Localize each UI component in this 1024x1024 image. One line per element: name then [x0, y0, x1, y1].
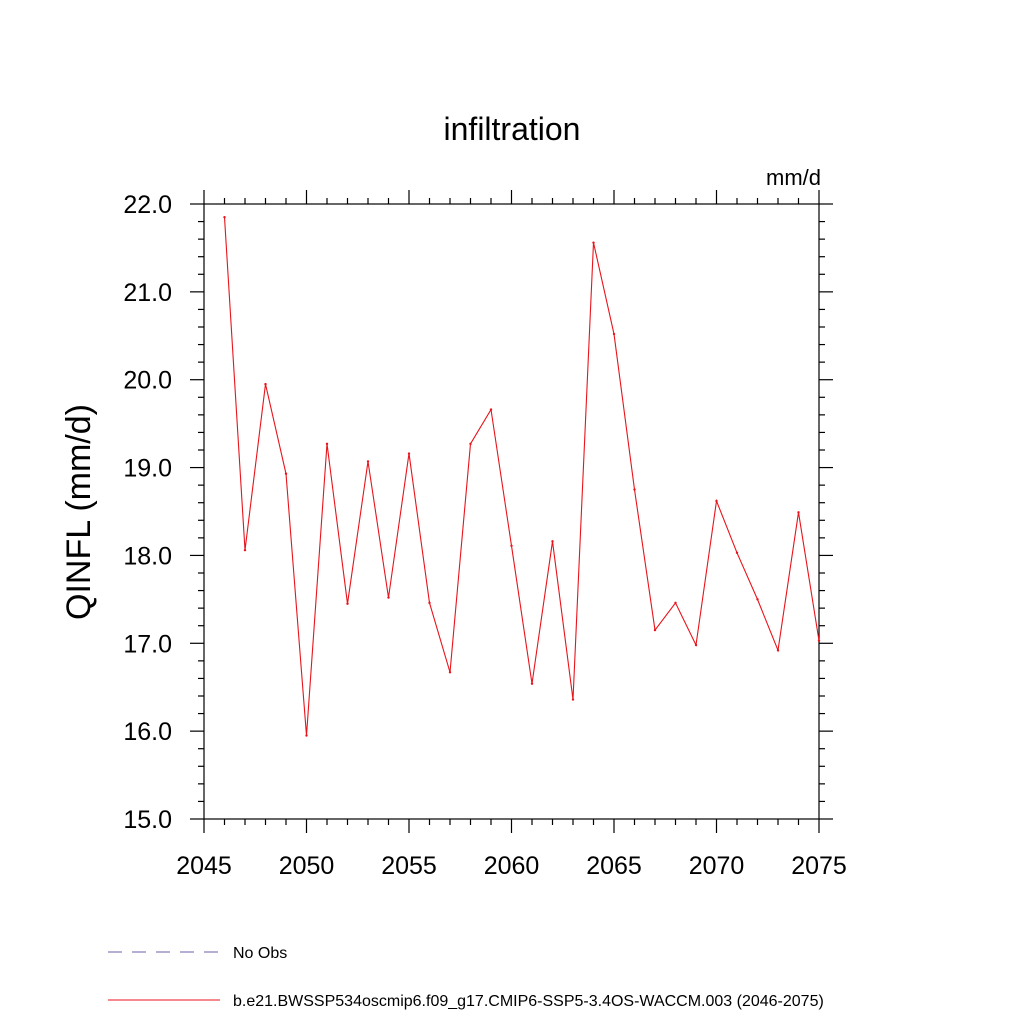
data-point	[756, 598, 759, 601]
data-point	[797, 511, 800, 514]
data-point	[223, 215, 226, 219]
data-point	[674, 601, 677, 605]
data-point	[571, 698, 575, 701]
data-point	[510, 544, 513, 547]
data-point	[387, 596, 390, 599]
data-point	[284, 472, 288, 475]
data-point	[325, 442, 329, 446]
x-tick-label: 2075	[791, 852, 847, 880]
tick-labels: 2045 2050 2055 2060 2065 2070 2075 15.0 16.0 17.0…	[123, 191, 846, 880]
legend-label: No Obs	[233, 945, 287, 962]
legend-label: b.e21.BWSSP534oscmip6.f09_g17.CMIP6-SSP5…	[233, 993, 824, 1010]
data-point	[489, 408, 493, 411]
series-line	[223, 217, 820, 736]
y-tick-label: 17.0	[123, 630, 172, 658]
axis-ticks	[190, 190, 833, 833]
y-tick-label: 16.0	[123, 718, 172, 746]
y-tick-label: 22.0	[123, 191, 172, 219]
x-tick-label: 2060	[484, 852, 540, 880]
data-point	[817, 639, 821, 642]
y-tick-label: 15.0	[123, 806, 172, 834]
data-point	[715, 499, 718, 503]
data-point	[469, 442, 472, 446]
units-label: mm/d	[766, 165, 821, 190]
chart-title: infiltration	[444, 111, 581, 147]
y-tick-label: 19.0	[123, 455, 172, 483]
legend: No Obs b.e21.BWSSP534oscmip6.f09_g17.CMIP…	[108, 945, 824, 1010]
x-tick-label: 2065	[586, 852, 642, 880]
y-tick-label: 21.0	[123, 279, 172, 307]
x-tick-label: 2070	[689, 852, 745, 880]
data-point	[776, 649, 780, 652]
data-point	[448, 671, 452, 674]
data-point	[305, 734, 308, 737]
plot-frame	[203, 203, 820, 820]
data-point	[264, 382, 267, 386]
data-point	[530, 682, 534, 685]
data-point	[633, 488, 636, 491]
x-tick-label: 2045	[176, 852, 232, 880]
data-point	[346, 602, 349, 605]
data-point	[735, 551, 739, 554]
data-point	[366, 460, 370, 463]
y-axis-title: QINFL (mm/d)	[60, 404, 98, 620]
data-point	[243, 548, 247, 552]
data-point	[551, 540, 554, 543]
data-point	[653, 628, 657, 632]
y-tick-label: 18.0	[123, 542, 172, 570]
data-point	[694, 643, 698, 647]
x-tick-label: 2055	[381, 852, 437, 880]
x-tick-label: 2050	[279, 852, 335, 880]
data-point	[407, 452, 411, 455]
series-layer	[223, 215, 821, 737]
y-tick-label: 20.0	[123, 367, 172, 395]
data-point	[428, 601, 431, 605]
data-point	[612, 332, 616, 336]
data-point	[592, 241, 595, 244]
